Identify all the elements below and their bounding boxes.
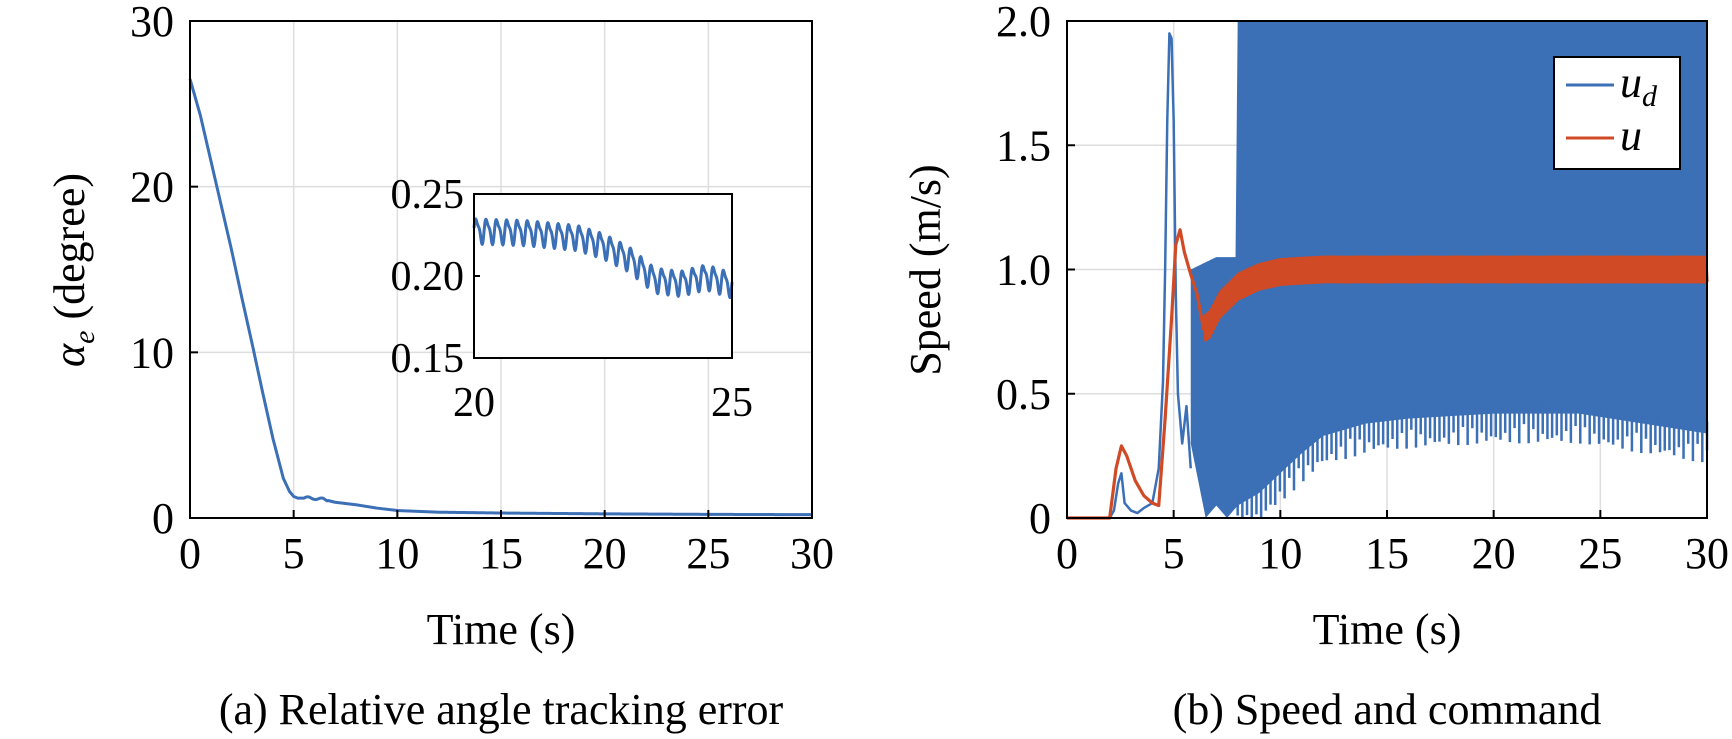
panel-b-x-tick-label: 10 [1258, 529, 1302, 578]
panel-a-x-tick-label: 20 [583, 529, 627, 578]
panel-b-x-tick-label: 5 [1163, 529, 1185, 578]
panel-a-caption: (a) Relative angle tracking error [219, 685, 784, 734]
panel-a-x-tick-label: 30 [790, 529, 834, 578]
panel-b-x-ticks: 0 5 10 15 20 25 30 [1056, 510, 1729, 578]
panel-a-x-label: Time (s) [427, 605, 576, 654]
inset-x-tick-label: 25 [711, 380, 753, 426]
panel-b-x-tick-label: 20 [1472, 529, 1516, 578]
inset-alpha-e-line [472, 217, 734, 300]
panel-a-y-tick-label: 30 [130, 0, 174, 46]
panel-b: 0 5 10 15 20 25 30 0 0.5 1.0 1.5 2.0 Speed (m/s) T… [901, 0, 1729, 734]
panel-b-x-tick-label: 0 [1056, 529, 1078, 578]
panel-b-x-tick-label: 15 [1365, 529, 1409, 578]
panel-a-y-ticks: 0 10 20 30 [130, 0, 198, 543]
legend-ud-subscript: d [1642, 80, 1658, 113]
legend-ud-symbol: u [1620, 58, 1642, 107]
panel-a-y-label-symbol: α [45, 343, 94, 367]
panel-b-ud-spikes [1236, 401, 1709, 518]
inset-x-tick-label: 20 [453, 380, 495, 426]
panel-b-y-label: Speed (m/s) [901, 164, 950, 375]
legend-box [1553, 56, 1681, 170]
inset-y-ticks: 0.15 0.20 0.25 [391, 172, 480, 382]
panel-b-y-tick-label: 0.5 [996, 370, 1051, 419]
panel-a-x-tick-label: 25 [686, 529, 730, 578]
panel-b-y-tick-label: 1.0 [996, 246, 1051, 295]
panel-b-y-tick-label: 1.5 [996, 121, 1051, 170]
legend-ud-label: ud [1620, 58, 1658, 113]
inset-background [474, 194, 732, 358]
panel-b-legend: ud u [1553, 56, 1681, 170]
panel-b-x-label: Time (s) [1313, 605, 1462, 654]
panel-b-y-tick-label: 0 [1029, 494, 1051, 543]
inset-y-tick-label: 0.25 [391, 172, 465, 218]
panel-a-x-ticks: 0 5 10 15 20 25 30 [179, 510, 834, 578]
panel-a-x-tick-label: 0 [179, 529, 201, 578]
inset-x-ticks: 20 25 [453, 380, 753, 426]
panel-a-x-tick-label: 10 [375, 529, 419, 578]
panel-a-x-tick-label: 5 [283, 529, 305, 578]
legend-u-label: u [1620, 111, 1642, 160]
panel-a-y-label-text: (degree) [45, 173, 94, 331]
panel-a-inset: 20 25 0.150.200.25 [391, 172, 754, 426]
panel-b-x-tick-label: 30 [1685, 529, 1729, 578]
panel-a-x-tick-label: 15 [479, 529, 523, 578]
panel-a-y-label: αe (degree) [45, 173, 101, 367]
inset-y-tick-label: 0.15 [391, 336, 465, 382]
panel-b-y-tick-label: 2.0 [996, 0, 1051, 46]
panel-a-y-tick-label: 0 [152, 494, 174, 543]
panel-a-y-tick-label: 10 [130, 328, 174, 377]
panel-a-y-label-subscript: e [68, 331, 101, 344]
panel-b-ud-transient-line [1067, 32, 1192, 520]
inset-y-tick-label: 0.20 [391, 254, 465, 300]
panel-b-u-line [1066, 228, 1709, 520]
panel-b-x-tick-label: 25 [1578, 529, 1622, 578]
panel-a-y-tick-label: 20 [130, 163, 174, 212]
panel-b-y-ticks: 0 0.5 1.0 1.5 2.0 [996, 0, 1075, 543]
panel-b-caption: (b) Speed and command [1173, 685, 1602, 734]
